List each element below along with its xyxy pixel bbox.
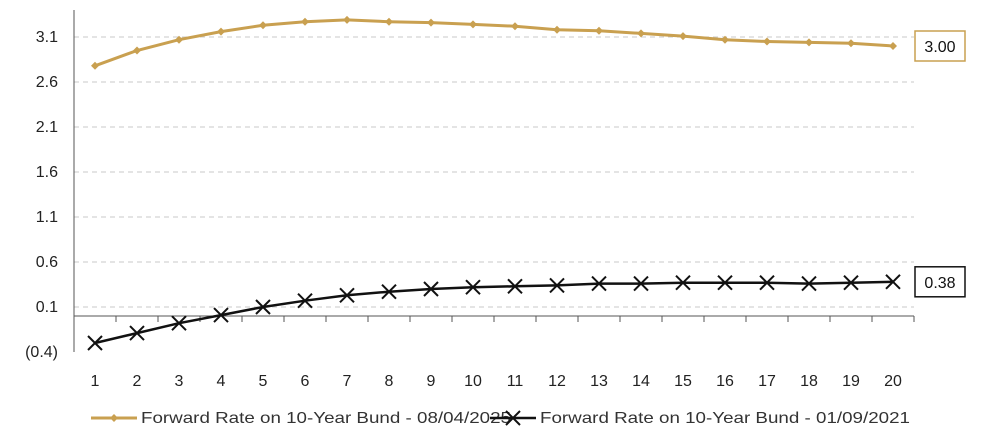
data-point-diamond <box>91 61 99 70</box>
data-point-diamond <box>217 27 225 36</box>
data-point-diamond <box>511 22 519 31</box>
data-point-x <box>507 278 523 295</box>
data-point-diamond <box>343 15 351 24</box>
data-point-x <box>465 279 481 295</box>
x-tick-label: 12 <box>548 373 566 390</box>
end-label-box <box>914 266 966 298</box>
data-point-x <box>423 281 439 297</box>
data-point-diamond <box>889 42 897 50</box>
axes <box>73 10 915 352</box>
legend-label: Forward Rate on 10-Year Bund - 01/09/202… <box>540 410 910 427</box>
data-point-diamond <box>301 17 309 26</box>
data-point-diamond <box>679 32 687 41</box>
x-tick-label: 2 <box>133 373 142 390</box>
data-point-diamond <box>133 46 141 55</box>
data-point-x <box>381 283 397 300</box>
data-point-diamond <box>805 38 813 47</box>
data-point-diamond <box>427 18 435 27</box>
data-point-diamond <box>595 26 603 35</box>
y-tick-label: 1.6 <box>36 164 58 181</box>
x-tick-label: 19 <box>842 373 860 390</box>
y-tick-label: 0.1 <box>36 299 58 316</box>
data-point-x <box>675 274 691 291</box>
end-label-text: 3.00 <box>924 39 955 56</box>
data-point-diamond <box>721 35 729 44</box>
x-axis-ticks: 1 2 3 4 5 6 7 8 9 10 11 12 13 14 15 16 17 18 19 20 <box>91 373 902 390</box>
end-label-text: 0.38 <box>924 275 955 292</box>
x-tick-label: 15 <box>674 373 692 390</box>
data-point-x <box>549 277 565 294</box>
x-tick-label: 18 <box>800 373 818 390</box>
y-tick-label: 1.1 <box>36 209 58 226</box>
y-axis-ticks: 3.1 2.6 2.1 1.6 1.1 0.6 0.1 (0.4) <box>25 29 58 361</box>
data-point-diamond <box>259 21 267 30</box>
data-point-diamond <box>175 35 183 44</box>
data-point-x <box>801 275 817 292</box>
x-tick-label: 10 <box>464 373 482 390</box>
data-point-x <box>297 292 313 309</box>
data-point-x <box>843 274 859 291</box>
data-point-diamond <box>469 20 477 29</box>
data-point-x <box>255 299 271 315</box>
x-tick-label: 8 <box>385 373 394 390</box>
x-tick-label: 3 <box>175 373 184 390</box>
x-tick-label: 20 <box>884 373 902 390</box>
series-line <box>94 18 894 68</box>
data-point-diamond <box>763 37 771 46</box>
y-tick-label: 3.1 <box>36 29 58 46</box>
data-point-x <box>885 274 901 290</box>
data-point-x <box>171 315 187 331</box>
x-tick-label: 4 <box>217 373 226 390</box>
legend-marker-x <box>505 410 521 426</box>
gridlines <box>74 36 914 308</box>
data-point-diamond <box>637 29 645 38</box>
legend-marker-diamond <box>110 414 118 422</box>
x-tick-label: 5 <box>259 373 268 390</box>
data-point-x <box>129 325 145 341</box>
x-tick-label: 9 <box>427 373 436 390</box>
series-line <box>94 280 894 345</box>
y-tick-label: 2.1 <box>36 119 58 136</box>
x-tick-label: 11 <box>507 373 524 390</box>
y-tick-label: 2.6 <box>36 74 58 91</box>
end-labels: 3.00 0.38 <box>914 30 966 298</box>
y-tick-label: 0.6 <box>36 254 58 271</box>
y-tick-label: (0.4) <box>25 344 58 361</box>
series-group <box>87 15 901 351</box>
x-tick-label: 1 <box>91 373 100 390</box>
x-tick-label: 6 <box>301 373 310 390</box>
x-tick-label: 16 <box>716 373 734 390</box>
data-point-diamond <box>847 39 855 48</box>
data-point-diamond <box>385 17 393 26</box>
legend: Forward Rate on 10-Year Bund - 08/04/202… <box>91 410 910 427</box>
legend-label: Forward Rate on 10-Year Bund - 08/04/202… <box>141 410 511 427</box>
x-tick-label: 17 <box>758 373 776 390</box>
end-label-box <box>914 30 966 62</box>
x-tick-label: 14 <box>632 373 650 390</box>
data-point-x <box>633 275 649 292</box>
data-point-x <box>87 335 103 351</box>
data-point-x <box>591 275 607 292</box>
data-point-x <box>759 274 775 291</box>
data-point-diamond <box>553 25 561 34</box>
data-point-x <box>213 307 229 323</box>
data-point-x <box>339 287 355 304</box>
data-point-x <box>717 274 733 291</box>
x-tick-label: 7 <box>343 373 352 390</box>
x-tick-label: 13 <box>590 373 608 390</box>
